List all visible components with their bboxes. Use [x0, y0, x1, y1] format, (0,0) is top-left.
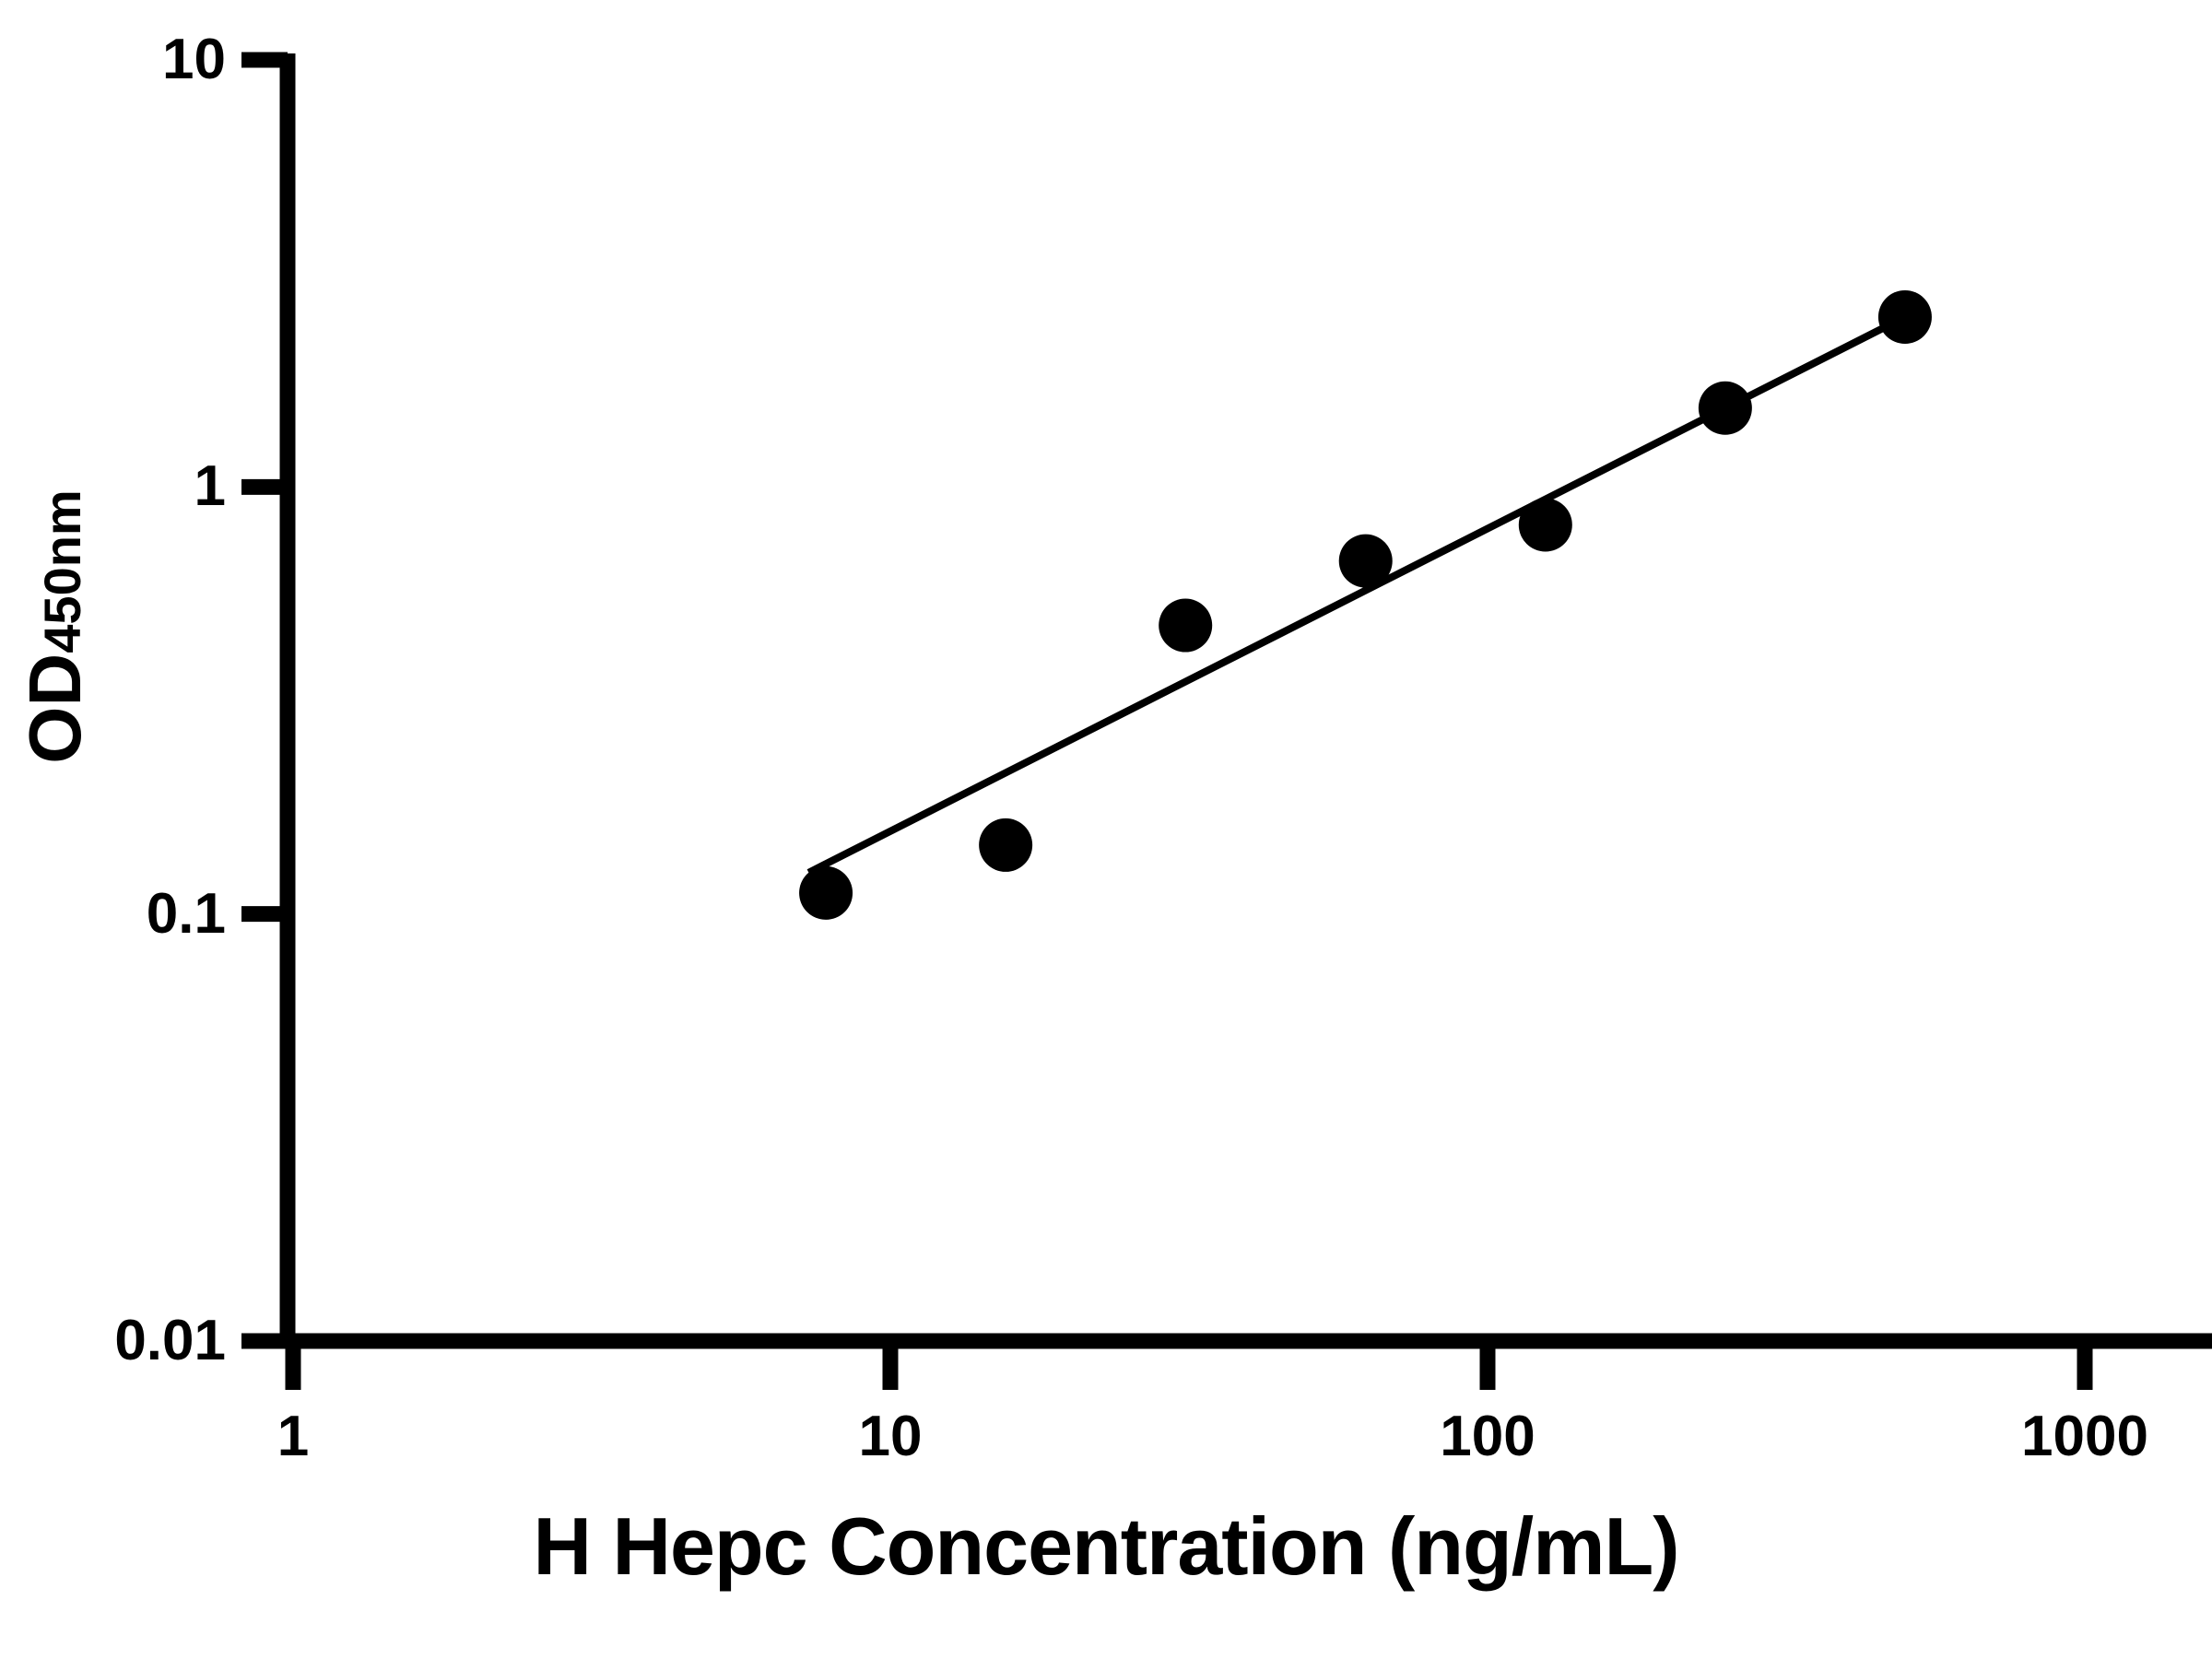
x-tick-label: 10: [858, 1405, 923, 1468]
y-tick-label: 1: [194, 454, 226, 519]
x-tick-label: 1000: [2021, 1405, 2148, 1468]
y-axis-title-sub: 450nm: [33, 489, 91, 653]
x-tick-label: 1: [276, 1405, 310, 1468]
y-tick-label: 0.01: [114, 1309, 226, 1372]
y-axis-title: OD450nm: [14, 433, 96, 820]
y-axis-title-main: OD: [14, 653, 96, 764]
x-axis-title: H Hepc Concentration (ng/mL): [533, 1500, 1679, 1592]
data-point-marker: [1518, 498, 1572, 552]
x-tick-label: 100: [1440, 1405, 1535, 1468]
data-point-marker: [1338, 534, 1393, 588]
y-axis-ticks: [241, 52, 288, 1349]
data-point-marker: [1159, 598, 1213, 653]
data-point-marker: [979, 818, 1033, 872]
x-axis-ticks: [285, 1341, 2093, 1390]
data-point-marker: [799, 865, 853, 920]
data-point-marker: [1698, 381, 1752, 435]
axis-lines: [279, 53, 2212, 1349]
data-point-marker: [1877, 289, 1932, 344]
data-markers: [799, 289, 1932, 920]
y-tick-label: 10: [162, 28, 226, 91]
y-tick-label: 0.1: [146, 881, 226, 946]
